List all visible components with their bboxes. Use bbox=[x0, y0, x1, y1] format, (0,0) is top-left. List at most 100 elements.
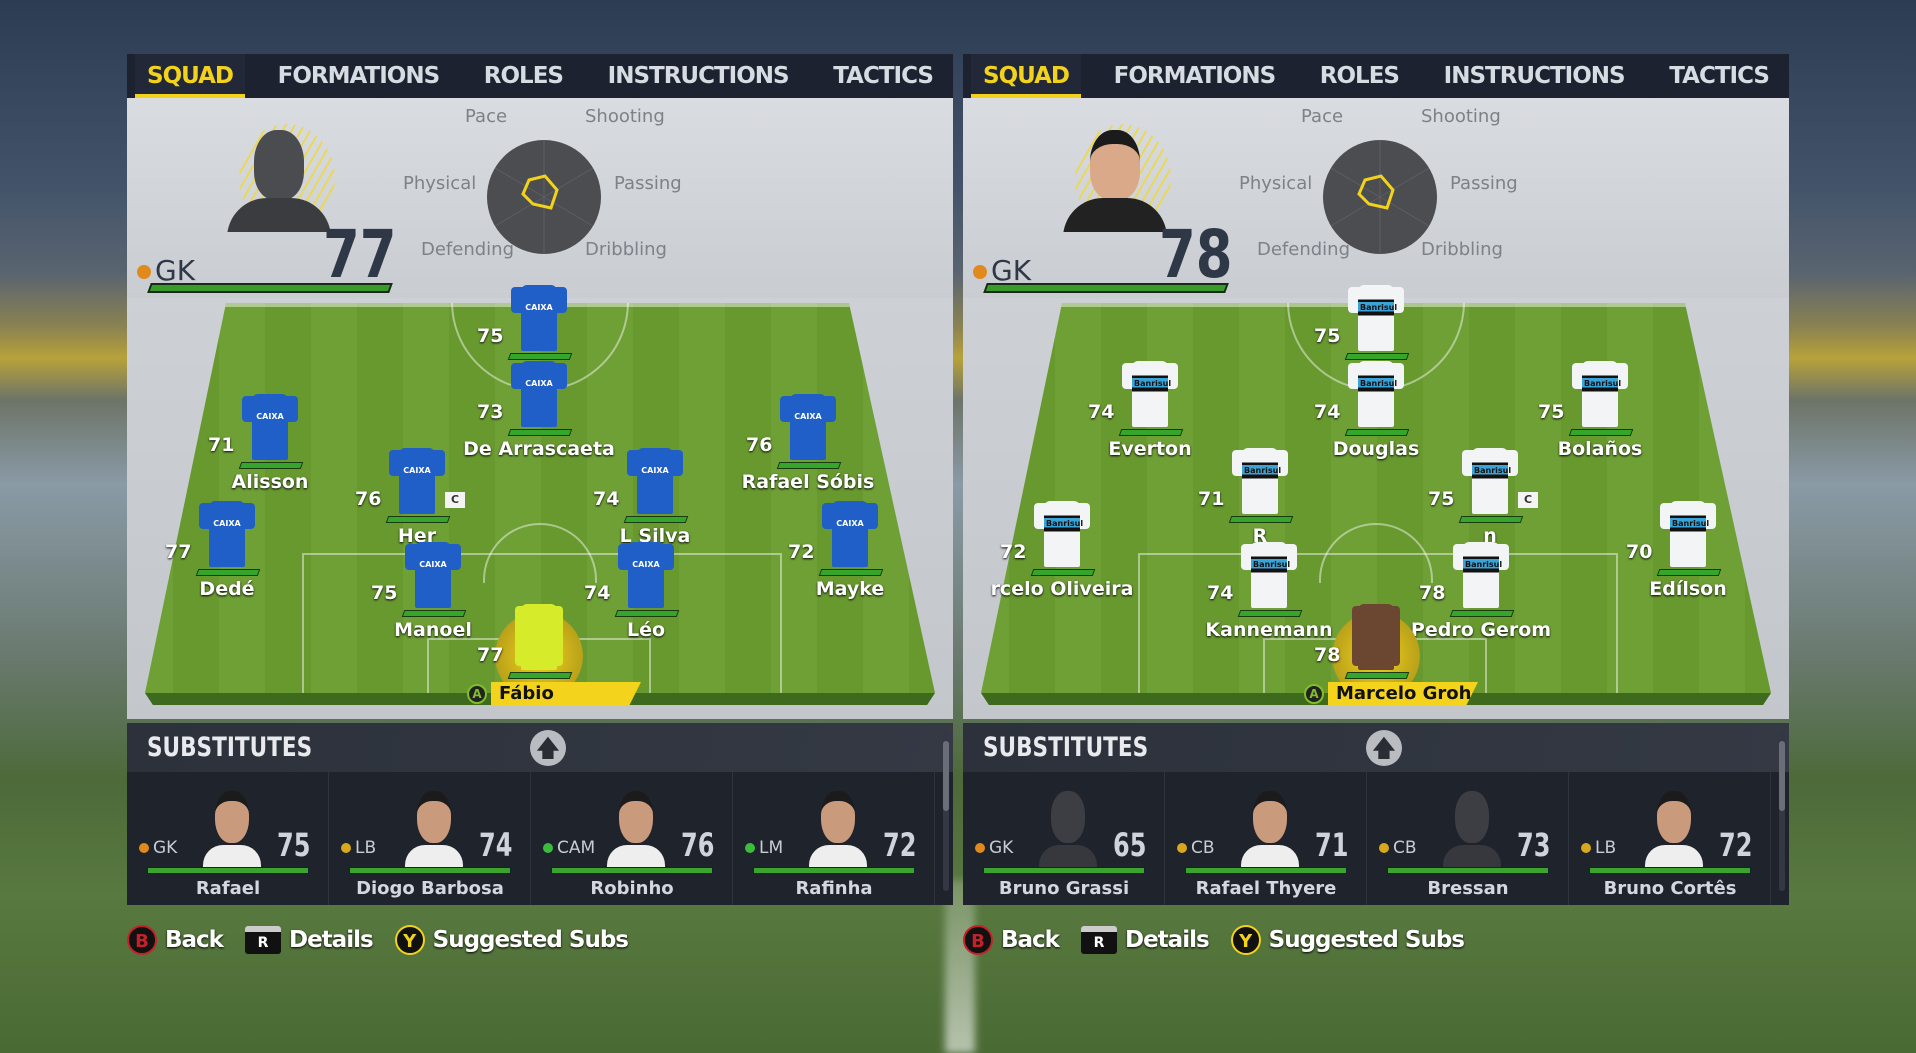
hint-back[interactable]: B Back bbox=[127, 925, 224, 955]
tab-squad[interactable]: SQUAD bbox=[135, 54, 245, 98]
pitch-player[interactable]: CAIXA 76 Rafael Sóbis bbox=[742, 394, 874, 493]
scrollbar[interactable] bbox=[1779, 731, 1785, 891]
pitch-player[interactable]: Banrisul 70 Edílson bbox=[1626, 501, 1727, 600]
hint-suggested-subs[interactable]: Y Suggested Subs bbox=[394, 925, 629, 955]
shirt-icon[interactable]: Banrisul bbox=[1239, 538, 1299, 608]
pitch-player[interactable]: Banrisul 78 Pedro Gerom bbox=[1411, 542, 1551, 641]
pitch-player[interactable]: Banrisul 74 Everton bbox=[1088, 361, 1192, 460]
player-photo bbox=[403, 787, 465, 867]
tab-tactics[interactable]: TACTICS bbox=[1669, 63, 1770, 89]
shirt-icon[interactable]: CAIXA bbox=[778, 390, 838, 460]
pitch-player[interactable]: 78 A Marcelo Groh bbox=[1304, 604, 1478, 706]
captain-badge: C bbox=[1518, 492, 1538, 508]
position-dot-icon bbox=[341, 843, 351, 853]
tab-roles[interactable]: ROLES bbox=[483, 63, 564, 89]
substitute-card[interactable]: LM 72 Rafinha bbox=[733, 772, 935, 905]
pitch-player[interactable]: CAIXA 75 bbox=[477, 285, 573, 360]
pitch-player[interactable]: 77 A Fábio bbox=[467, 604, 641, 706]
player-rating: 75 bbox=[1538, 401, 1565, 423]
player-rating: 74 bbox=[1314, 401, 1341, 423]
rating-bar bbox=[551, 867, 713, 874]
pitch-player[interactable]: Banrisul 75 Bolaños bbox=[1538, 361, 1642, 460]
player-rating: 70 bbox=[1626, 541, 1653, 563]
pitch-player[interactable]: CAIXA 74 Léo bbox=[584, 542, 680, 641]
position-dot-icon bbox=[543, 843, 553, 853]
pitch-player[interactable]: CAIXA 75 Manoel bbox=[371, 542, 472, 641]
substitute-card[interactable]: GK 65 Bruno Grassi bbox=[963, 772, 1165, 905]
pitch-player[interactable]: CAIXA 71 Alisson bbox=[208, 394, 308, 493]
tab-roles[interactable]: ROLES bbox=[1319, 63, 1400, 89]
shirt-icon[interactable]: Banrisul bbox=[1451, 538, 1511, 608]
hint-details[interactable]: R Details bbox=[1080, 926, 1210, 954]
arrow-up-icon[interactable]: 🡅 bbox=[1366, 730, 1402, 766]
pitch-player[interactable]: CAIXA 76 C Her bbox=[355, 448, 465, 547]
shirt-icon[interactable]: CAIXA bbox=[820, 497, 880, 567]
tab-tactics[interactable]: TACTICS bbox=[833, 63, 934, 89]
player-rating: 71 bbox=[208, 434, 235, 456]
shirt-icon[interactable]: CAIXA bbox=[403, 538, 463, 608]
tab-instructions[interactable]: INSTRUCTIONS bbox=[1443, 63, 1626, 89]
sponsor-logo: Banrisul bbox=[1584, 379, 1622, 388]
shirt-icon[interactable]: Banrisul bbox=[1230, 444, 1290, 514]
shirt-icon[interactable]: CAIXA bbox=[387, 444, 447, 514]
substitute-card[interactable]: LB 74 Diogo Barbosa bbox=[329, 772, 531, 905]
shirt-icon[interactable]: Banrisul bbox=[1120, 357, 1180, 427]
player-rating: 73 bbox=[477, 401, 504, 423]
shirt-icon[interactable]: CAIXA bbox=[509, 357, 569, 427]
tab-instructions[interactable]: INSTRUCTIONS bbox=[607, 63, 790, 89]
hint-suggested-subs[interactable]: Y Suggested Subs bbox=[1230, 925, 1465, 955]
pitch-player[interactable]: Banrisul 74 Kannemann bbox=[1205, 542, 1333, 641]
sponsor-logo: Banrisul bbox=[1253, 560, 1291, 569]
pitch-player[interactable]: CAIXA 73 De Arrascaeta bbox=[463, 361, 615, 460]
rating-bar bbox=[507, 429, 573, 436]
hint-details[interactable]: R Details bbox=[244, 926, 374, 954]
substitute-card[interactable]: CAM 76 Robinho bbox=[531, 772, 733, 905]
shirt-icon[interactable]: CAIXA bbox=[616, 538, 676, 608]
pitch-player[interactable]: CAIXA 74 L Silva bbox=[593, 448, 690, 547]
shirt-icon[interactable]: Banrisul bbox=[1346, 281, 1406, 351]
substitute-card[interactable]: CB 73 Bressan bbox=[1367, 772, 1569, 905]
hint-back[interactable]: B Back bbox=[963, 925, 1060, 955]
shirt-icon[interactable]: Banrisul bbox=[1032, 497, 1092, 567]
sponsor-logo: CAIXA bbox=[836, 519, 864, 528]
substitute-card[interactable]: GK 75 Rafael bbox=[127, 772, 329, 905]
player-photo bbox=[1441, 787, 1503, 867]
shirt-icon[interactable]: Banrisul bbox=[1346, 357, 1406, 427]
player-rating: 76 bbox=[355, 488, 382, 510]
pitch-player[interactable]: Banrisul 74 Douglas bbox=[1314, 361, 1419, 460]
pitch-player[interactable]: CAIXA 72 Mayke bbox=[788, 501, 884, 600]
goalkeeper-shirt-icon[interactable] bbox=[1346, 600, 1406, 670]
pitch-player[interactable]: Banrisul 72 rcelo Oliveira bbox=[991, 501, 1133, 600]
pitch-player[interactable]: CAIXA 77 Dedé bbox=[165, 501, 261, 600]
substitute-card[interactable]: CB 71 Rafael Thyere bbox=[1165, 772, 1367, 905]
tab-squad[interactable]: SQUAD bbox=[971, 54, 1081, 98]
squad-panel-away: SQUAD FORMATIONS ROLES INSTRUCTIONS TACTICS … bbox=[963, 54, 1789, 905]
shirt-icon[interactable]: CAIXA bbox=[197, 497, 257, 567]
tab-formations[interactable]: FORMATIONS bbox=[277, 63, 440, 89]
arrow-up-icon[interactable]: 🡅 bbox=[530, 730, 566, 766]
substitute-card[interactable]: LB 72 Bruno Cortês bbox=[1569, 772, 1771, 905]
position-label: GK bbox=[991, 254, 1032, 287]
shirt-icon[interactable]: CAIXA bbox=[625, 444, 685, 514]
sponsor-logo: CAIXA bbox=[403, 466, 431, 475]
radar-label-pace: Pace bbox=[465, 106, 508, 127]
selected-player-card: GK 77 Fábio Pace Shooting Physical Passi… bbox=[127, 98, 953, 324]
button-hints: B Back R Details Y Suggested Subs bbox=[963, 922, 1486, 958]
sub-position: CB bbox=[1379, 838, 1417, 858]
sub-rating: 65 bbox=[1113, 826, 1147, 864]
button-hints: B Back R Details Y Suggested Subs bbox=[127, 922, 650, 958]
tab-formations[interactable]: FORMATIONS bbox=[1113, 63, 1276, 89]
goalkeeper-shirt-icon[interactable] bbox=[509, 600, 569, 670]
rating-bar bbox=[1656, 569, 1722, 576]
shirt-icon[interactable]: CAIXA bbox=[509, 281, 569, 351]
sub-position: LB bbox=[341, 838, 376, 858]
shirt-icon[interactable]: Banrisul bbox=[1658, 497, 1718, 567]
pitch-player[interactable]: Banrisul 71 R bbox=[1198, 448, 1294, 547]
r-button-icon: R bbox=[1080, 926, 1117, 954]
pitch-player[interactable]: Banrisul 75 bbox=[1314, 285, 1410, 360]
shirt-icon[interactable]: Banrisul bbox=[1460, 444, 1520, 514]
shirt-icon[interactable]: Banrisul bbox=[1570, 357, 1630, 427]
scrollbar[interactable] bbox=[943, 731, 949, 891]
shirt-icon[interactable]: CAIXA bbox=[240, 390, 300, 460]
